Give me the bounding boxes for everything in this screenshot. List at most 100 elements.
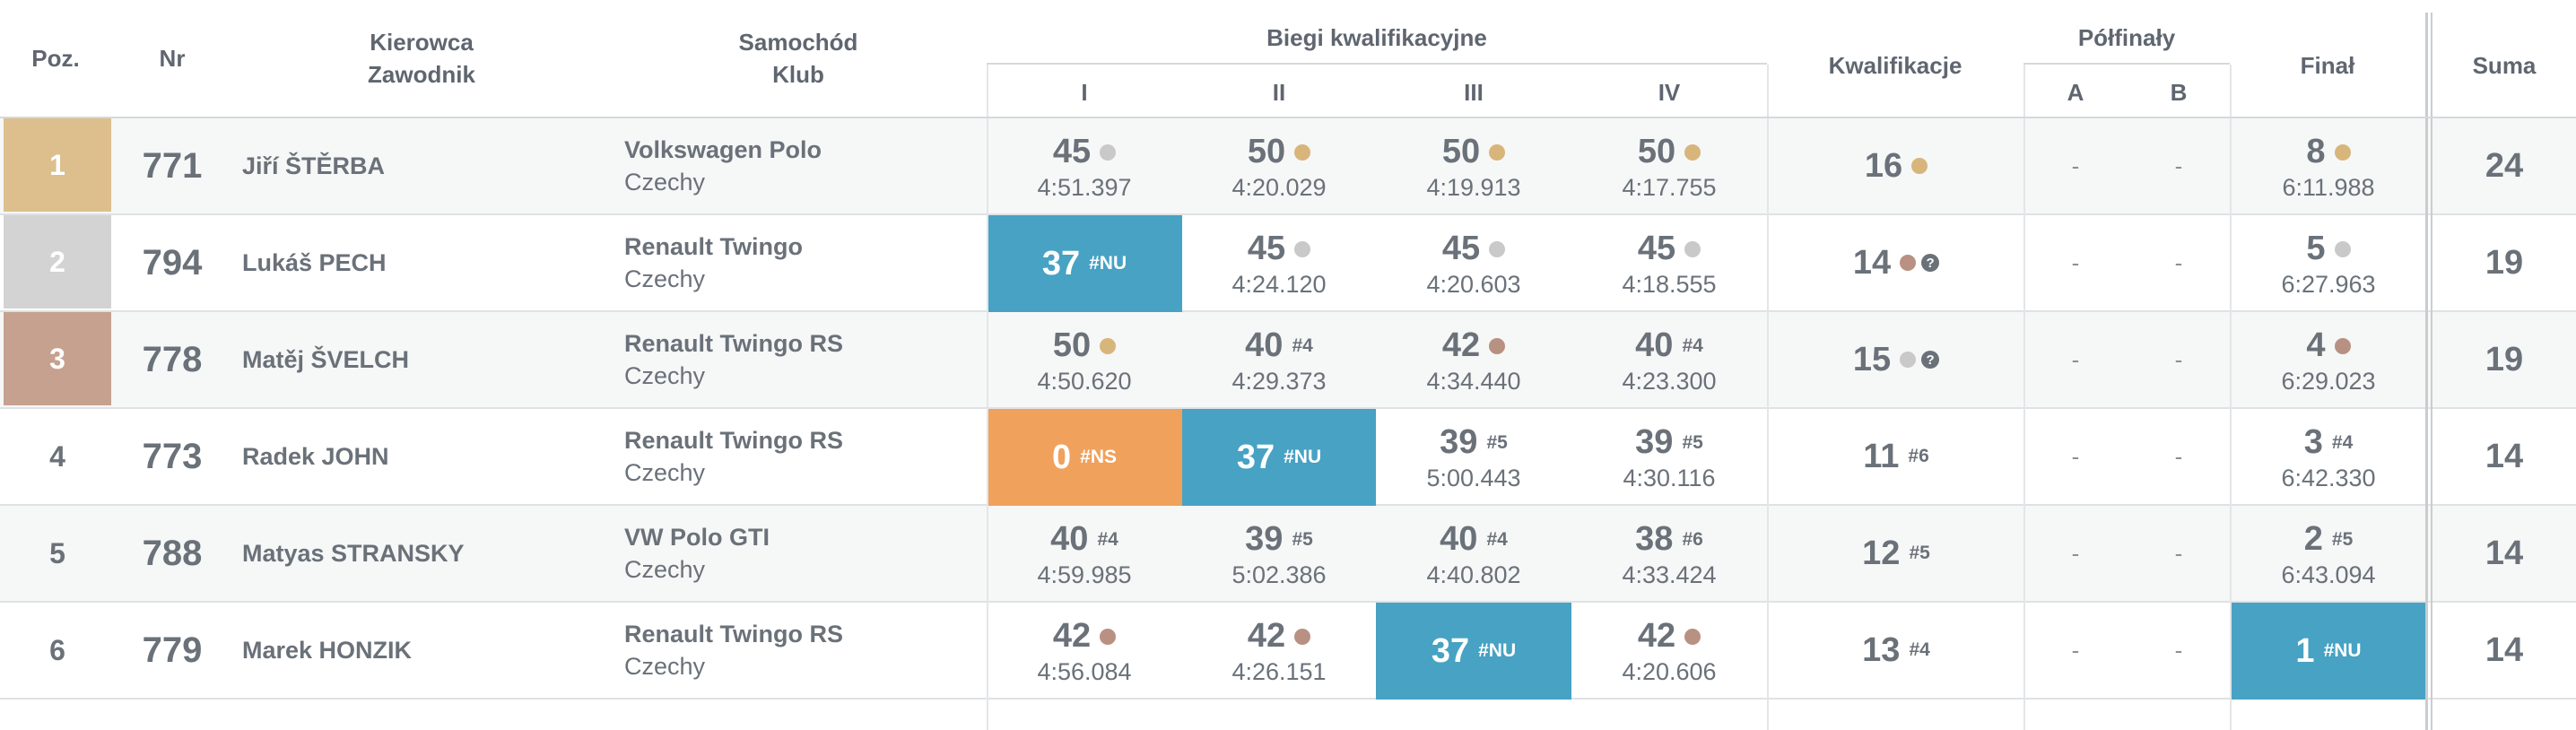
time: 4:34.440 — [1426, 367, 1521, 395]
result-top: 40 #4 — [1440, 518, 1508, 561]
score: 45 — [1247, 230, 1286, 267]
header-car-line2: Klub — [772, 61, 824, 88]
score: 5 — [2306, 230, 2326, 267]
silver-dot-icon — [1100, 143, 1117, 161]
result-top: 39 #5 — [1245, 518, 1313, 561]
table-row: 6 779 Marek HONZIK Renault Twingo RS Czechy 4… — [0, 603, 2576, 700]
heat-1-result: 50 4:50.620 — [987, 312, 1182, 407]
header-car-line1: Samochód — [738, 29, 858, 56]
semi-a-result: - — [2071, 345, 2080, 373]
score: 45 — [1441, 230, 1481, 267]
semi-a-result: - — [2071, 248, 2080, 276]
time: 4:30.116 — [1623, 464, 1716, 491]
score: 42 — [1441, 326, 1481, 364]
score: 45 — [1052, 133, 1092, 170]
score: 37 — [1236, 438, 1275, 476]
heat-3-result: 45 4:20.603 — [1376, 215, 1571, 310]
position: 5 — [49, 536, 65, 569]
final-result: 1 #NU — [2232, 603, 2425, 700]
start-number: 794 — [142, 242, 203, 282]
silver-dot-icon — [1900, 352, 1917, 368]
rank-tag: #5 — [2331, 528, 2354, 550]
result-top: 14? — [1852, 241, 1940, 284]
time: 4:59.985 — [1037, 561, 1132, 588]
heat-2-result: 50 4:20.029 — [1182, 118, 1376, 213]
score: 37 — [1041, 244, 1081, 282]
final-result: 2 #5 6:43.094 — [2232, 506, 2425, 601]
qualification-result: 13 #4 — [1769, 603, 2023, 698]
heat-1-result: 37 #NU — [987, 215, 1182, 312]
time: 6:29.023 — [2281, 367, 2376, 395]
header-semi-b: B — [2170, 79, 2188, 106]
heat-3-result: 40 #4 4:40.802 — [1376, 506, 1571, 601]
result-top: 1 #NU — [2295, 630, 2361, 673]
result-top: 15? — [1853, 338, 1940, 381]
result-top: 13 #4 — [1862, 629, 1930, 672]
heat-4-result: 38 #6 4:33.424 — [1571, 506, 1767, 601]
total-sum: 14 — [2485, 534, 2524, 572]
rank-tag: #4 — [2331, 431, 2354, 453]
start-number: 788 — [142, 533, 203, 573]
semi-b-result: - — [2174, 636, 2183, 664]
driver-name[interactable]: Lukáš PECH — [242, 248, 387, 276]
rank-tag: #5 — [1292, 528, 1313, 550]
qualification-result: 16 — [1769, 118, 2023, 213]
heat-2-result: 45 4:24.120 — [1182, 215, 1376, 310]
car-name: Renault Twingo RS — [624, 330, 843, 357]
score: 37 — [1431, 631, 1470, 670]
result-top: 3 #4 — [2304, 421, 2354, 465]
club-name: Czechy — [624, 459, 706, 486]
final-result: 5 6:27.963 — [2232, 215, 2425, 310]
driver-name[interactable]: Matěj ŠVELCH — [242, 345, 410, 373]
score: 3 — [2303, 423, 2323, 461]
heat-4-result: 50 4:17.755 — [1571, 118, 1767, 213]
driver-name[interactable]: Marek HONZIK — [242, 636, 413, 664]
driver-name[interactable]: Matyas STRANSKY — [242, 539, 465, 567]
rank-tag: #5 — [1909, 543, 1930, 563]
heat-4-result: 39 #5 4:30.116 — [1571, 409, 1767, 504]
result-top: 0 #NS — [1052, 436, 1117, 479]
qualification-result: 11 #6 — [1769, 409, 2023, 504]
time: 6:42.330 — [2281, 464, 2376, 491]
header-heats: Biegi kwalifikacyjne — [1266, 24, 1487, 51]
heat-4-result: 45 4:18.555 — [1571, 215, 1767, 310]
gold-dot-icon — [1489, 143, 1506, 161]
car-club: Renault Twingo RS Czechy — [624, 312, 987, 407]
score: 39 — [1635, 423, 1674, 461]
header-heat-3: III — [1464, 79, 1484, 106]
time: 6:43.094 — [2281, 561, 2376, 588]
rank-tag: #4 — [1097, 528, 1118, 550]
time: 4:56.084 — [1037, 657, 1132, 685]
rank-tag: #4 — [1682, 335, 1703, 356]
score: 14 — [1852, 243, 1892, 282]
header-qualification: Kwalifikacje — [1828, 52, 1962, 79]
time: 6:27.963 — [2281, 270, 2376, 298]
club-name: Czechy — [624, 362, 706, 389]
result-top: 12 #5 — [1862, 532, 1930, 575]
semi-a-result: - — [2071, 636, 2080, 664]
gold-dot-icon — [1684, 143, 1701, 161]
question-icon[interactable]: ? — [1921, 351, 1940, 369]
car-club: VW Polo GTI Czechy — [624, 506, 987, 601]
time: 6:11.988 — [2282, 173, 2375, 201]
start-number: 779 — [142, 630, 203, 670]
score: 50 — [1052, 326, 1092, 364]
score: 40 — [1050, 520, 1089, 558]
qualification-result: 14? — [1769, 215, 2023, 310]
total-sum: 19 — [2485, 243, 2524, 282]
driver-name[interactable]: Radek JOHN — [242, 442, 389, 470]
bronze-dot-icon — [1294, 628, 1311, 645]
question-icon[interactable]: ? — [1921, 254, 1940, 272]
result-top: 50 — [1638, 131, 1701, 174]
bronze-dot-icon — [1900, 255, 1917, 271]
driver-name[interactable]: Jiří ŠTĚRBA — [242, 152, 386, 179]
heat-2-result: 40 #4 4:29.373 — [1182, 312, 1376, 407]
rank-tag: #6 — [1908, 446, 1929, 466]
rank-tag: #5 — [1682, 431, 1703, 453]
car-name: VW Polo GTI — [624, 524, 770, 551]
header-heat-2: II — [1272, 79, 1286, 106]
heat-4-result: 42 4:20.606 — [1571, 603, 1767, 698]
start-number: 773 — [142, 436, 203, 476]
result-top: 5 — [2306, 228, 2351, 271]
rank-tag: #NU — [2323, 640, 2362, 661]
